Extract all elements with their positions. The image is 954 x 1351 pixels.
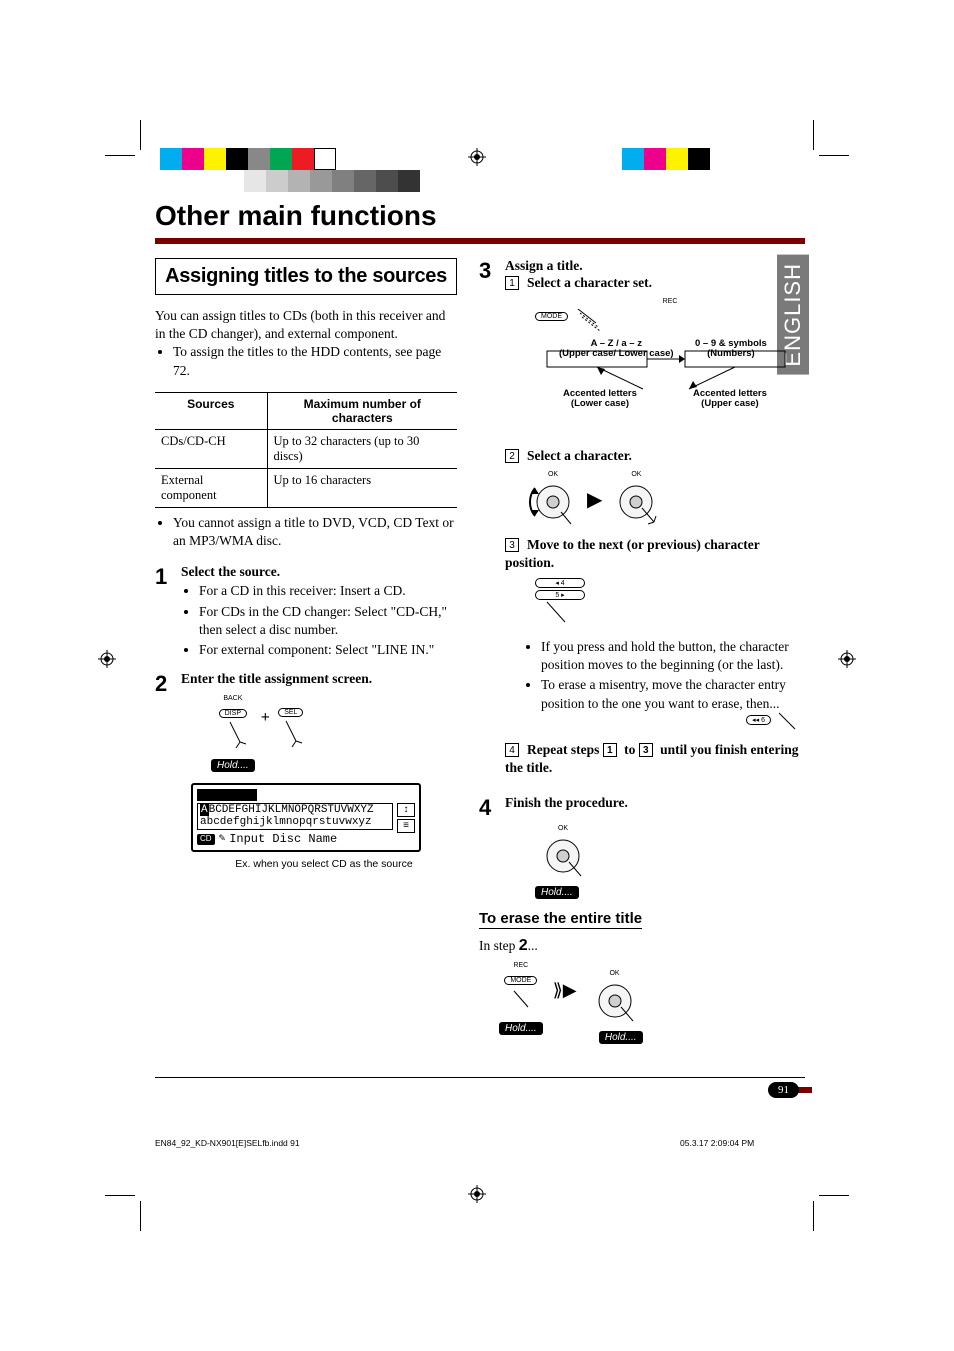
lcd-screen: ABCDEFGHIJKLMNOPQRSTUVWXYZ abcdefghijklm… <box>191 783 421 852</box>
mode-button: MODE <box>535 312 568 321</box>
step-title: Assign a title. <box>505 258 805 274</box>
list-item: To erase a misentry, move the character … <box>541 676 805 712</box>
rotary-dial-icon: OK <box>535 825 591 882</box>
cd-badge: CD <box>197 834 215 844</box>
rotary-dial-icon: OK <box>525 471 581 528</box>
sel-button: SEL <box>278 708 303 717</box>
step-number: 4 <box>479 795 501 821</box>
mode-button: MODE <box>504 976 537 985</box>
list-item: For CDs in the CD changer: Select "CD-CH… <box>199 603 457 639</box>
step-title: Select the source. <box>181 564 457 580</box>
registration-mark-icon <box>98 650 116 668</box>
rotary-dial-icon: OK <box>587 970 643 1027</box>
color-bar <box>160 148 336 170</box>
hold-badge: Hold.... <box>535 886 579 899</box>
footer-rule <box>155 1077 805 1078</box>
arrow-right-icon: ▶ <box>587 490 602 510</box>
step-number: 1 <box>155 564 177 590</box>
registration-mark-icon <box>468 1185 486 1203</box>
registration-mark-icon <box>838 650 856 668</box>
hold-badge: Hold.... <box>211 759 255 772</box>
section-heading: Assigning titles to the sources <box>155 258 457 295</box>
list-icon: ≡ <box>397 819 415 833</box>
step-title: Enter the title assignment screen. <box>181 671 457 687</box>
step-number: 2 <box>155 671 177 697</box>
substep-title: Repeat steps 1 to 3 until you finish ent… <box>505 742 799 775</box>
character-set-diagram: A – Z / a – z(Upper case/ Lower case) 0 … <box>535 339 795 439</box>
pencil-icon: ✎ <box>219 834 226 846</box>
step-title: Finish the procedure. <box>505 795 805 811</box>
substep-title: Select a character. <box>527 448 632 463</box>
substep-number: 2 <box>505 449 519 463</box>
scroll-arrows-icon: ↕ <box>397 803 415 817</box>
hold-badge: Hold.... <box>499 1022 543 1035</box>
substep-number: 3 <box>505 538 519 552</box>
intro-bullets: To assign the titles to the HDD contents… <box>155 343 457 379</box>
intro-paragraph: You can assign titles to CDs (both in th… <box>155 307 457 343</box>
substep-number: 4 <box>505 743 519 757</box>
step-number: 3 <box>479 258 501 284</box>
hold-badge: Hold.... <box>599 1031 643 1044</box>
substep-title: Select a character set. <box>527 275 652 290</box>
caption: Ex. when you select CD as the source <box>191 858 457 870</box>
list-item: If you press and hold the button, the ch… <box>541 638 805 674</box>
section-rule <box>155 238 805 244</box>
table-note: You cannot assign a title to DVD, VCD, C… <box>155 514 457 550</box>
substep-number: 1 <box>505 276 519 290</box>
footer-meta: EN84_92_KD-NX901[E]SELfb.indd 91 05.3.17… <box>155 1138 300 1148</box>
disp-button: DISP <box>219 709 247 718</box>
list-item: For external component: Select "LINE IN.… <box>199 641 457 659</box>
button-5: 5 ▸ <box>535 590 585 600</box>
page-title: Other main functions <box>155 200 805 232</box>
arrow-right-striped-icon: ⟫▶ <box>553 980 577 1000</box>
list-item: For a CD in this receiver: Insert a CD. <box>199 582 457 600</box>
tint-bar <box>244 170 420 192</box>
button-label: BACK <box>211 695 255 702</box>
page-number: 91 <box>768 1082 799 1098</box>
rotary-dial-icon: OK <box>608 471 664 528</box>
button-6: ◂◂ 6 <box>746 715 771 725</box>
button-label: REC <box>499 962 543 969</box>
button-4: ◂ 4 <box>535 578 585 588</box>
button-label: REC <box>535 298 805 305</box>
sources-table: Sources Maximum number of characters CDs… <box>155 392 457 508</box>
sub-heading: To erase the entire title <box>479 910 642 929</box>
registration-mark-icon <box>468 148 486 166</box>
color-bar <box>622 148 710 170</box>
substep-title: Move to the next (or previous) character… <box>505 537 759 570</box>
